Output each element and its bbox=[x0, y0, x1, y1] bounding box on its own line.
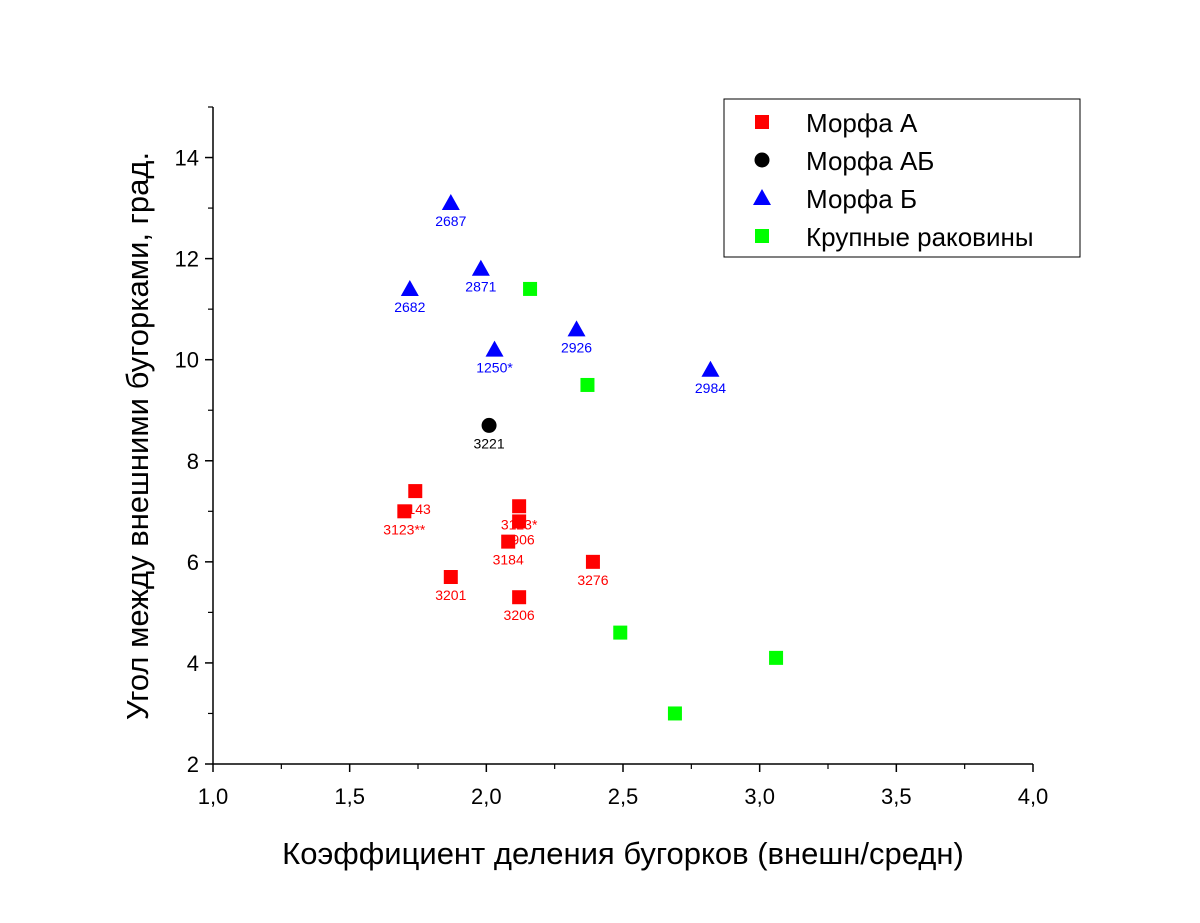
data-point bbox=[613, 625, 628, 640]
y-tick-label: 4 bbox=[187, 651, 199, 676]
data-point bbox=[701, 360, 720, 377]
y-tick-label: 10 bbox=[175, 348, 199, 373]
legend-marker-square-icon bbox=[755, 115, 769, 129]
legend: Морфа А Морфа АБ Морфа Б Крупные раковины bbox=[723, 98, 1081, 258]
y-tick-label: 12 bbox=[175, 247, 199, 272]
data-point bbox=[512, 499, 527, 514]
data-point bbox=[397, 504, 412, 519]
legend-entry: Морфа А bbox=[806, 108, 918, 138]
x-tick-label: 2,0 bbox=[471, 784, 502, 809]
x-axis-label: Коэффициент деления бугорков (внешн/сред… bbox=[282, 836, 964, 871]
point-label: 3276 bbox=[577, 572, 608, 588]
data-point bbox=[400, 279, 419, 296]
data-point bbox=[769, 650, 784, 665]
data-points: 31433123**3123*2906318432013206327632212… bbox=[383, 194, 784, 721]
y-axis-label: Угол между внешними бугорками, град. bbox=[120, 152, 155, 720]
x-tick-label: 3,5 bbox=[881, 784, 912, 809]
data-point bbox=[523, 281, 538, 296]
data-point bbox=[443, 570, 458, 585]
point-label: 3201 bbox=[435, 587, 466, 603]
x-tick-label: 4,0 bbox=[1018, 784, 1049, 809]
legend-entry: Морфа АБ bbox=[806, 146, 934, 176]
data-point bbox=[585, 554, 600, 569]
data-point bbox=[408, 484, 423, 499]
point-label: 3221 bbox=[473, 435, 504, 451]
data-point bbox=[667, 706, 682, 721]
y-tick-label: 14 bbox=[175, 146, 199, 171]
data-point bbox=[501, 534, 516, 549]
point-label: 2984 bbox=[695, 380, 726, 396]
point-label: 3123** bbox=[383, 521, 426, 537]
x-tick-label: 1,5 bbox=[334, 784, 365, 809]
point-label: 2687 bbox=[435, 213, 466, 229]
y-tick-label: 2 bbox=[187, 752, 199, 777]
legend-marker-triangle-icon bbox=[753, 189, 771, 205]
point-label: 2926 bbox=[561, 339, 592, 355]
x-tick-label: 3,0 bbox=[744, 784, 775, 809]
data-point bbox=[580, 377, 595, 392]
x-tick-label: 2,5 bbox=[608, 784, 639, 809]
point-label: 3184 bbox=[493, 552, 524, 568]
legend-marker-square-icon bbox=[755, 229, 769, 243]
point-label: 3206 bbox=[504, 607, 535, 623]
data-point bbox=[471, 259, 490, 276]
point-label: 1250* bbox=[476, 360, 513, 376]
data-point bbox=[567, 320, 586, 337]
data-point bbox=[512, 590, 527, 605]
point-label: 2871 bbox=[465, 279, 496, 295]
legend-entry: Крупные раковины bbox=[806, 222, 1034, 252]
legend-entry: Морфа Б bbox=[806, 184, 917, 214]
data-point bbox=[512, 514, 527, 529]
y-tick-label: 6 bbox=[187, 550, 199, 575]
axes: 1,0 1,5 2,0 2,5 3,0 3,5 4,0 2 4 6 8 10 12 14 bbox=[175, 106, 1049, 809]
point-label: 2682 bbox=[394, 299, 425, 315]
legend-box bbox=[723, 98, 1081, 258]
y-tick-label: 8 bbox=[187, 449, 199, 474]
data-point bbox=[441, 194, 460, 211]
legend-marker-circle-icon bbox=[754, 152, 770, 168]
data-point bbox=[481, 417, 497, 433]
x-tick-label: 1,0 bbox=[198, 784, 229, 809]
data-point bbox=[485, 340, 504, 357]
